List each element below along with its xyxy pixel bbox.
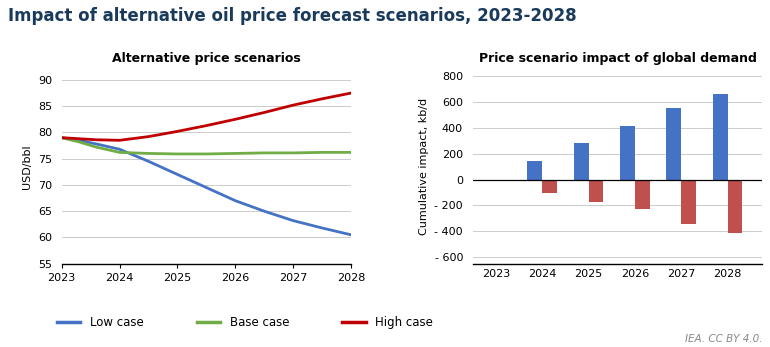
Line: Base case: Base case bbox=[62, 138, 351, 154]
Text: IEA. CC BY 4.0.: IEA. CC BY 4.0. bbox=[685, 333, 762, 344]
Bar bbox=[666, 108, 681, 179]
High case bbox=[172, 129, 182, 134]
Low case bbox=[75, 138, 84, 142]
Low case bbox=[346, 233, 356, 237]
Low case bbox=[259, 209, 269, 213]
Bar bbox=[713, 94, 728, 179]
Base case bbox=[317, 150, 326, 154]
Low case bbox=[317, 226, 326, 230]
High case bbox=[289, 103, 298, 107]
Low case bbox=[202, 186, 211, 190]
Base case bbox=[289, 151, 298, 155]
Base case bbox=[231, 151, 240, 155]
High case bbox=[115, 138, 124, 142]
Y-axis label: Cumulative impact, kb/d: Cumulative impact, kb/d bbox=[419, 98, 429, 235]
High case bbox=[346, 91, 356, 95]
Base case bbox=[75, 140, 84, 144]
Low case bbox=[92, 142, 101, 146]
Low case bbox=[231, 198, 240, 203]
Text: Impact of alternative oil price forecast scenarios, 2023-2028: Impact of alternative oil price forecast… bbox=[8, 7, 576, 25]
Bar bbox=[728, 179, 742, 233]
Bar bbox=[542, 179, 557, 193]
Base case bbox=[57, 136, 66, 140]
Low case bbox=[115, 147, 124, 151]
Base case bbox=[172, 152, 182, 156]
High case bbox=[259, 110, 269, 115]
Bar bbox=[527, 161, 542, 179]
Bar bbox=[574, 143, 588, 179]
Bar bbox=[620, 126, 635, 179]
Base case bbox=[202, 152, 211, 156]
High case bbox=[57, 136, 66, 140]
Low case bbox=[289, 219, 298, 223]
Title: Alternative price scenarios: Alternative price scenarios bbox=[112, 52, 301, 66]
Title: Price scenario impact of global demand: Price scenario impact of global demand bbox=[479, 52, 756, 66]
Base case bbox=[115, 150, 124, 154]
High case bbox=[317, 97, 326, 101]
Bar bbox=[681, 179, 696, 223]
Line: High case: High case bbox=[62, 93, 351, 140]
Base case bbox=[259, 151, 269, 155]
Base case bbox=[92, 145, 101, 149]
Low case bbox=[144, 159, 153, 163]
Bar bbox=[588, 179, 604, 202]
Legend: Low case, Base case, High case: Low case, Base case, High case bbox=[52, 312, 438, 334]
High case bbox=[202, 124, 211, 128]
Base case bbox=[144, 151, 153, 155]
Y-axis label: USD/bbl: USD/bbl bbox=[22, 144, 32, 189]
High case bbox=[144, 135, 153, 139]
Line: Low case: Low case bbox=[62, 138, 351, 235]
High case bbox=[92, 138, 101, 142]
Low case bbox=[57, 136, 66, 140]
High case bbox=[75, 137, 84, 141]
Low case bbox=[172, 172, 182, 177]
High case bbox=[231, 117, 240, 121]
Base case bbox=[346, 150, 356, 154]
Bar bbox=[635, 179, 650, 209]
